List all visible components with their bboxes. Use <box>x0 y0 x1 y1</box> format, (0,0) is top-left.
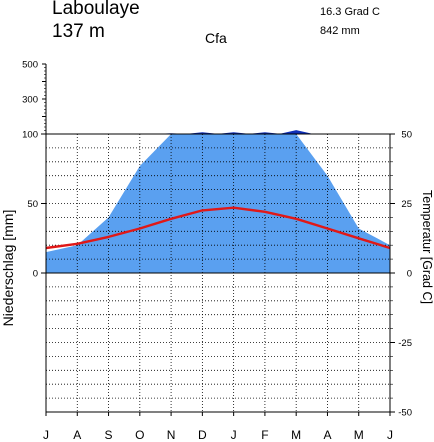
station-name: Laboulaye <box>52 0 140 19</box>
month-label-11: J <box>387 428 393 442</box>
precipitation-layer <box>46 130 390 273</box>
right-axis-title: Temperatur [Grad C] <box>420 190 434 304</box>
upper-grid <box>42 63 46 131</box>
month-label-1: A <box>73 428 81 442</box>
left-tick-label-100: 100 <box>22 130 38 141</box>
month-label-7: F <box>261 428 268 442</box>
month-label-10: M <box>354 428 364 442</box>
precipitation-extreme-8 <box>278 130 314 134</box>
right-tick-label-0: 0 <box>407 269 412 280</box>
month-label-9: A <box>323 428 331 442</box>
climate-class: Cfa <box>205 30 227 46</box>
upper-tick-label-500: 500 <box>22 60 38 71</box>
left-axis-title: Niederschlag [mm] <box>0 210 16 327</box>
temperature-line <box>45 206 391 250</box>
station-elevation: 137 m <box>52 21 105 42</box>
month-label-3: O <box>135 428 144 442</box>
month-label-4: N <box>167 428 176 442</box>
month-label-6: J <box>231 428 237 442</box>
month-label-0: J <box>43 428 49 442</box>
right-tick-label--50: -50 <box>398 408 412 419</box>
temperature-layer <box>45 206 391 250</box>
left-tick-label-0: 0 <box>33 269 38 280</box>
upper-tick-label-300: 300 <box>22 95 38 106</box>
month-label-2: S <box>105 428 113 442</box>
annual-temperature: 16.3 Grad C <box>320 6 380 18</box>
month-label-8: M <box>291 428 301 442</box>
right-tick-label--25: -25 <box>398 338 412 349</box>
labels-layer: 0 50 100 300 500 -50 -25 0 25 50 J A S O N D J F M A M J Niede… <box>0 60 434 442</box>
right-tick-label-25: 25 <box>401 199 412 210</box>
axes-layer <box>41 64 395 416</box>
annual-precipitation: 842 mm <box>320 25 360 37</box>
left-tick-label-50: 50 <box>27 199 38 210</box>
right-tick-label-50: 50 <box>401 130 412 141</box>
month-label-5: D <box>198 428 207 442</box>
